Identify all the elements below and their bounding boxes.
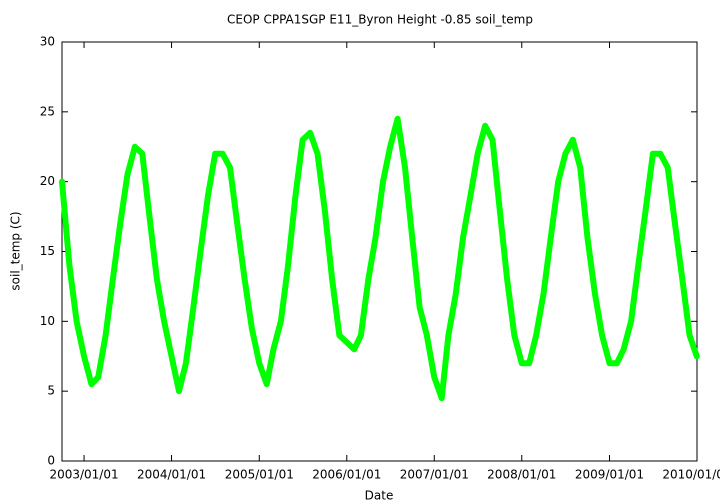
y-tick-label: 0 bbox=[47, 454, 55, 468]
x-tick-label: 2008/01/01 bbox=[487, 468, 556, 482]
plot-frame bbox=[61, 41, 698, 462]
y-axis-label: soil_temp (C) bbox=[9, 211, 23, 290]
x-tick-label: 2010/01/01 bbox=[662, 468, 720, 482]
x-tick-label: 2004/01/01 bbox=[137, 468, 206, 482]
y-tick-label: 25 bbox=[40, 104, 55, 118]
y-tick-label: 5 bbox=[47, 384, 55, 398]
y-tick-label: 30 bbox=[40, 35, 55, 49]
x-tick-label: 2005/01/01 bbox=[225, 468, 294, 482]
x-tick-label: 2007/01/01 bbox=[400, 468, 469, 482]
y-tick-label: 15 bbox=[40, 244, 55, 258]
x-tick-label: 2006/01/01 bbox=[312, 468, 381, 482]
y-tick-label: 10 bbox=[40, 314, 55, 328]
y-tick-label: 20 bbox=[40, 174, 55, 188]
data-line bbox=[59, 115, 700, 402]
x-tick-label: 2003/01/01 bbox=[49, 468, 118, 482]
chart-title: CEOP CPPA1SGP E11_Byron Height -0.85 soi… bbox=[227, 13, 533, 27]
x-axis-label: Date bbox=[365, 489, 394, 503]
x-tick-label: 2009/01/01 bbox=[575, 468, 644, 482]
